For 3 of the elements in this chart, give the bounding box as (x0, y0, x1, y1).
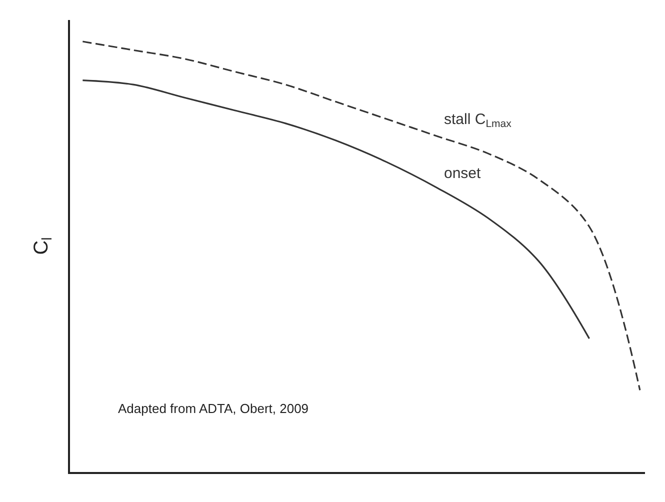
series-label: stall C$_{Lmax}$ (444, 111, 512, 130)
series-label: onset (444, 165, 482, 182)
annotation: Adapted from ADTA, Obert, 2009 (118, 401, 309, 416)
